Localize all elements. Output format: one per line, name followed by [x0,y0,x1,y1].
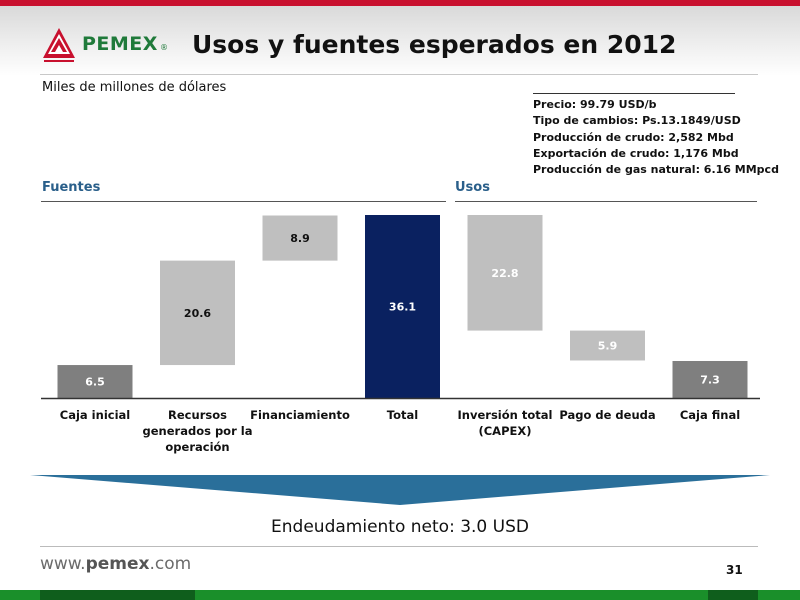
pemex-logo: PEMEX ® [40,24,168,64]
bar-6 [570,330,645,361]
assumption-gas-production: Producción de gas natural: 6.16 MMpcd [533,163,779,177]
assumption-price: Precio: 99.79 USD/b [533,98,657,111]
page-title: Usos y fuentes esperados en 2012 [192,30,677,59]
section-label-fuentes: Fuentes [42,180,101,195]
footer-divider [40,546,758,547]
header-divider [40,74,758,75]
bar-7 [672,360,748,398]
waterfall-chart: 6.5 Caja inicial 20.6 Recursos generados por… [41,215,760,454]
net-debt-banner-arrow [30,475,770,505]
top-accent-bar [0,0,800,6]
bar-2 [160,260,235,366]
category-label-1-line-1: Caja inicial [60,408,130,422]
bar-value-label-4: 36.1 [389,301,416,314]
category-label-7-line-1: Caja final [680,408,740,422]
bar-3 [262,215,338,261]
bar-5 [467,215,543,331]
bar-value-label-3: 8.9 [290,232,310,245]
section-rule-fuentes [41,201,446,202]
footer-url-prefix: www. [40,554,86,574]
category-label-2-line-1: Recursos [168,408,227,422]
category-label-5-line-2: (CAPEX) [478,424,531,438]
bar-value-label-5: 22.8 [491,267,518,280]
category-label-2-line-2: generados por la [143,424,253,438]
pemex-eagle-icon [43,28,75,62]
assumption-exchange-rate: Tipo de cambios: Ps.13.1849/USD [533,114,741,128]
category-label-3-line-1: Financiamiento [250,408,350,422]
footer-url-brand: pemex [85,554,150,574]
net-debt-text: Endeudamiento neto: 3.0 USD [271,517,529,537]
assumption-crude-export: Exportación de crudo: 1,176 Mbd [533,146,739,160]
bar-value-label-6: 5.9 [598,340,618,353]
logo-wordmark: PEMEX [82,33,158,55]
category-label-5-line-1: Inversión total [458,408,553,422]
category-label-6-line-1: Pago de deuda [559,408,655,422]
logo-registered-mark: ® [159,42,168,52]
bar-4 [365,215,440,398]
header-band [0,6,800,76]
section-label-usos: Usos [455,180,490,195]
bar-value-label-1: 6.5 [85,376,105,389]
footer-url-suffix: .com [149,554,192,574]
page-number: 31 [726,563,743,577]
bottom-accent-segment-left [40,590,195,600]
bottom-accent-segment-right [708,590,758,600]
section-rule-usos [455,201,757,202]
bar-1 [57,365,133,398]
bar-value-label-7: 7.3 [700,373,720,386]
category-label-2-line-3: operación [165,440,229,454]
units-subtitle: Miles de millones de dólares [42,80,227,95]
bar-value-label-2: 20.6 [184,307,211,320]
assumptions-box: Precio: 99.79 USD/b Tipo de cambios: Ps.… [533,93,779,178]
assumption-crude-production: Producción de crudo: 2,582 Mbd [533,130,734,144]
footer-url: www.pemex.com [40,554,191,574]
category-label-4-line-1: Total [387,408,418,422]
bottom-accent-bar [0,590,800,600]
